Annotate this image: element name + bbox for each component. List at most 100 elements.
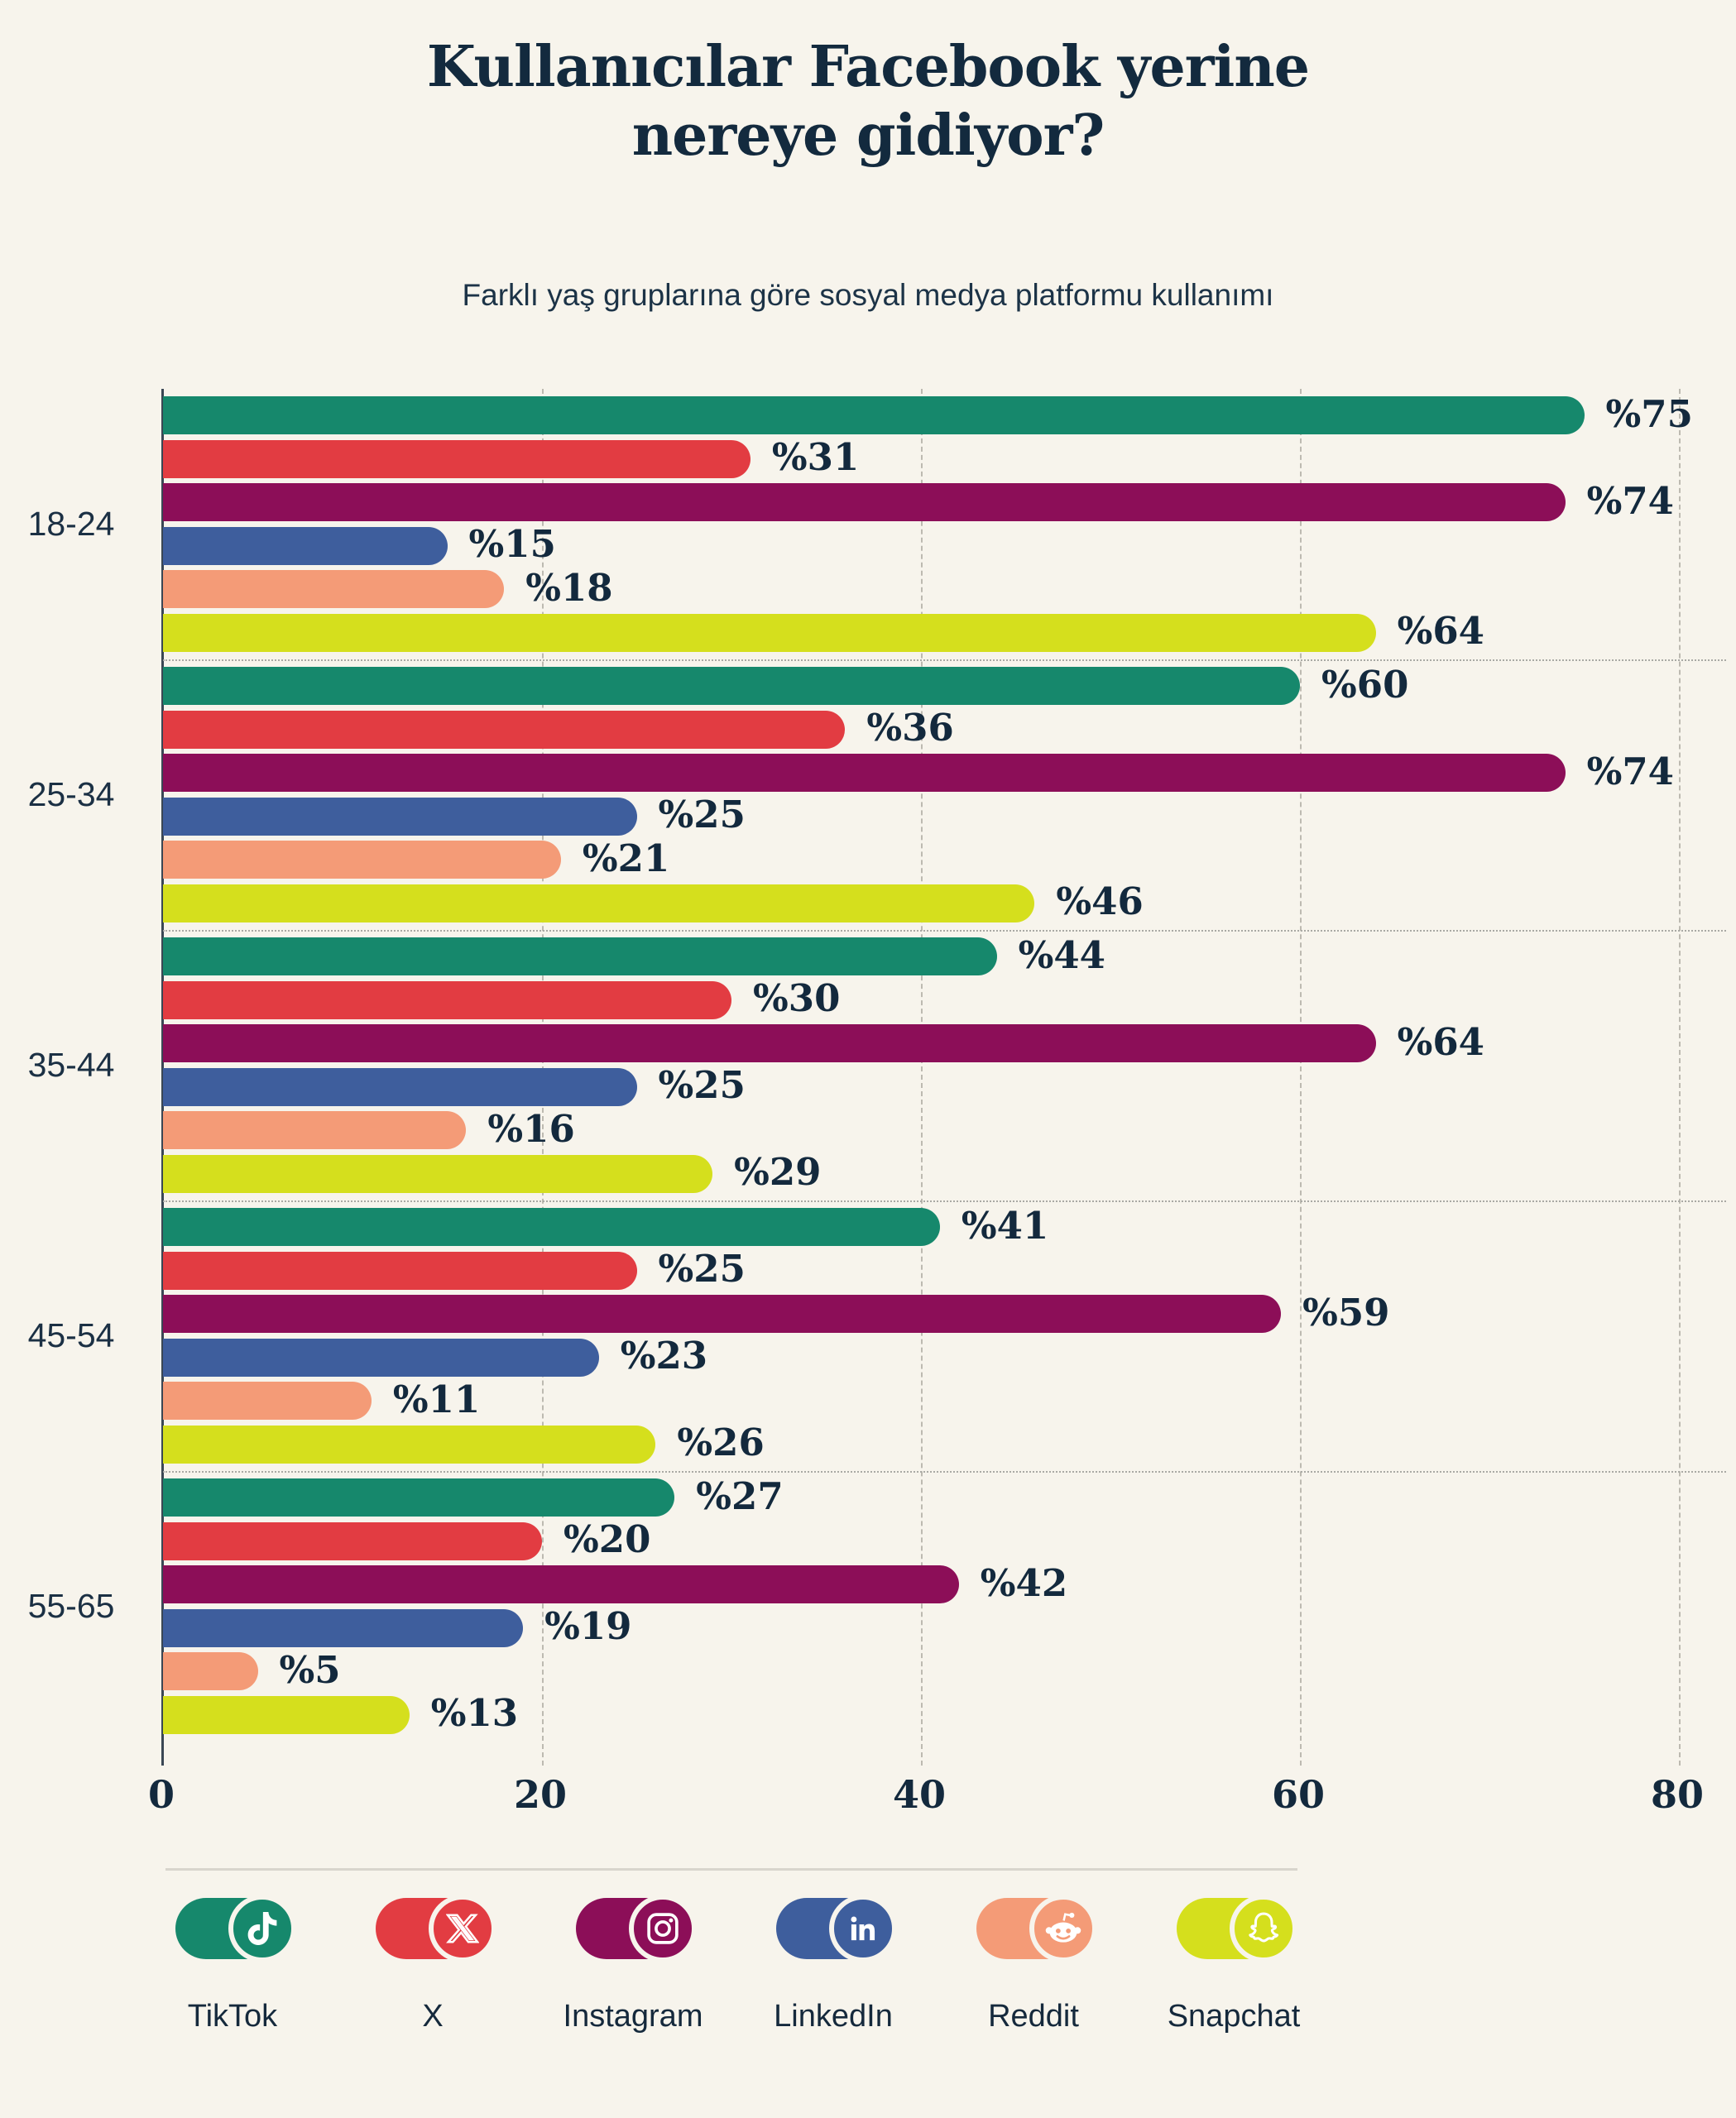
bar-value-label: %25 (658, 793, 746, 837)
category-label: 35-44 (27, 1046, 115, 1084)
bar-row: %60 (163, 662, 1679, 708)
bar-row: %27 (163, 1473, 1679, 1520)
bar-row: %5 (163, 1647, 1679, 1694)
bar-row: %74 (163, 750, 1679, 795)
linkedin-logo-glyph (851, 1916, 875, 1941)
bar-reddit (163, 1382, 372, 1421)
legend-item-instagram: Instagram (533, 1895, 733, 2034)
bar-reddit (163, 841, 561, 879)
group-separator (163, 1471, 1726, 1473)
chart-title-line-2: nereye gidiyor? (631, 102, 1105, 169)
bar-row: %18 (163, 565, 1679, 611)
bar-row: %26 (163, 1421, 1679, 1467)
bar-group: %44 %30 %64 %25 %16 %29 (163, 930, 1679, 1200)
bar-linkedin (163, 1067, 637, 1106)
bar-group: %75 %31 %74 %15 %18 %64 (163, 389, 1693, 659)
bar-value-label: %27 (696, 1473, 784, 1518)
bar-row: %25 (163, 1063, 1679, 1109)
bar-instagram (163, 1024, 1376, 1063)
bar-reddit (163, 570, 505, 609)
group-separator (163, 1200, 1726, 1202)
bar-linkedin (163, 1338, 599, 1377)
bar-value-label: %5 (279, 1647, 341, 1692)
bar-value-label: %25 (658, 1247, 746, 1291)
chart-title: Kullanıcılar Facebook yerine nereye gidi… (0, 33, 1736, 170)
bar-tiktok (163, 937, 997, 976)
category-label: 25-34 (27, 775, 115, 813)
bar-row: %30 (163, 976, 1679, 1023)
bar-value-label: %26 (677, 1421, 765, 1465)
category-label: 45-54 (27, 1316, 115, 1354)
plot-area: %75 %31 %74 %15 %18 %64 %60 %36 %74 %25 %21 %46 %44%… (163, 389, 1726, 1766)
bar-value-label: %15 (468, 522, 556, 567)
bar-row: %46 (163, 879, 1679, 926)
bar-value-label: %44 (1018, 932, 1105, 977)
x-icon (376, 1895, 496, 1962)
bar-value-label: %64 (1397, 609, 1484, 654)
bar-value-label: %18 (525, 565, 613, 610)
bar-x (163, 980, 731, 1019)
legend-item-linkedin: LinkedIn (733, 1895, 933, 2034)
bar-snapchat (163, 613, 1376, 652)
group-separator (163, 930, 1726, 932)
snapchat-logo-glyph (1249, 1912, 1279, 1943)
category-axis: 18-24 25-34 35-44 45-54 55-65 (0, 389, 142, 1742)
x-tick-label: 80 (1650, 1772, 1704, 1817)
tiktok-logo-glyph (247, 1912, 277, 1945)
bar-value-label: %60 (1321, 662, 1409, 707)
bar-value-label: %23 (620, 1334, 708, 1378)
bar-value-label: %16 (487, 1106, 575, 1151)
bar-instagram (163, 1565, 959, 1604)
snapchat-icon-circle (1230, 1895, 1297, 1962)
bar-group: %60 %36 %74 %25 %21 %46 (163, 659, 1679, 930)
bar-value-label: %11 (392, 1377, 481, 1421)
bar-x (163, 439, 751, 478)
bar-value-label: %25 (658, 1063, 746, 1108)
bar-row: %64 (163, 609, 1679, 655)
bar-row: %11 (163, 1377, 1679, 1423)
bar-row: %29 (163, 1150, 1679, 1196)
bar-instagram (163, 754, 1566, 793)
x-logo-glyph (446, 1914, 479, 1943)
legend-item-tiktok: TikTok (132, 1895, 333, 2034)
bar-reddit (163, 1111, 467, 1150)
gridline (1679, 389, 1681, 1766)
bar-row: %59 (163, 1291, 1679, 1336)
bar-row: %13 (163, 1691, 1679, 1737)
bar-row: %44 (163, 932, 1679, 979)
bar-value-label: %13 (430, 1691, 519, 1736)
bar-x (163, 1521, 542, 1560)
legend-label: LinkedIn (774, 1999, 893, 2034)
gridline (921, 389, 923, 1766)
bar-value-label: %46 (1056, 879, 1144, 924)
bar-row: %25 (163, 1247, 1679, 1293)
bar-x (163, 710, 846, 749)
bar-linkedin (163, 797, 637, 836)
bar-row: %64 (163, 1019, 1679, 1066)
reddit-icon (976, 1895, 1097, 1962)
legend-label: Snapchat (1167, 1999, 1301, 2034)
instagram-logo-glyph (647, 1913, 679, 1944)
legend-item-x: X (333, 1895, 533, 2034)
bar-value-label: %21 (582, 836, 670, 880)
bar-value-label: %64 (1397, 1019, 1484, 1064)
legend-item-snapchat: Snapchat (1134, 1895, 1334, 2034)
x-tick-label: 40 (892, 1772, 946, 1817)
group-separator (163, 659, 1726, 661)
instagram-icon-circle (629, 1895, 697, 1962)
legend-divider (165, 1868, 1297, 1871)
bar-value-label: %74 (1586, 478, 1674, 523)
bar-tiktok (163, 1478, 675, 1517)
bar-row: %75 (163, 392, 1693, 438)
bar-value-label: %19 (544, 1604, 632, 1649)
tiktok-icon (175, 1895, 296, 1962)
bar-snapchat (163, 1425, 656, 1464)
snapchat-icon (1177, 1895, 1297, 1962)
bar-linkedin (163, 526, 448, 565)
bar-reddit (163, 1652, 258, 1691)
legend-label: Instagram (563, 1999, 703, 2034)
bar-row: %41 (163, 1204, 1679, 1249)
chart-title-line-1: Kullanıcılar Facebook yerine (426, 34, 1310, 100)
bar-row: %19 (163, 1604, 1679, 1651)
